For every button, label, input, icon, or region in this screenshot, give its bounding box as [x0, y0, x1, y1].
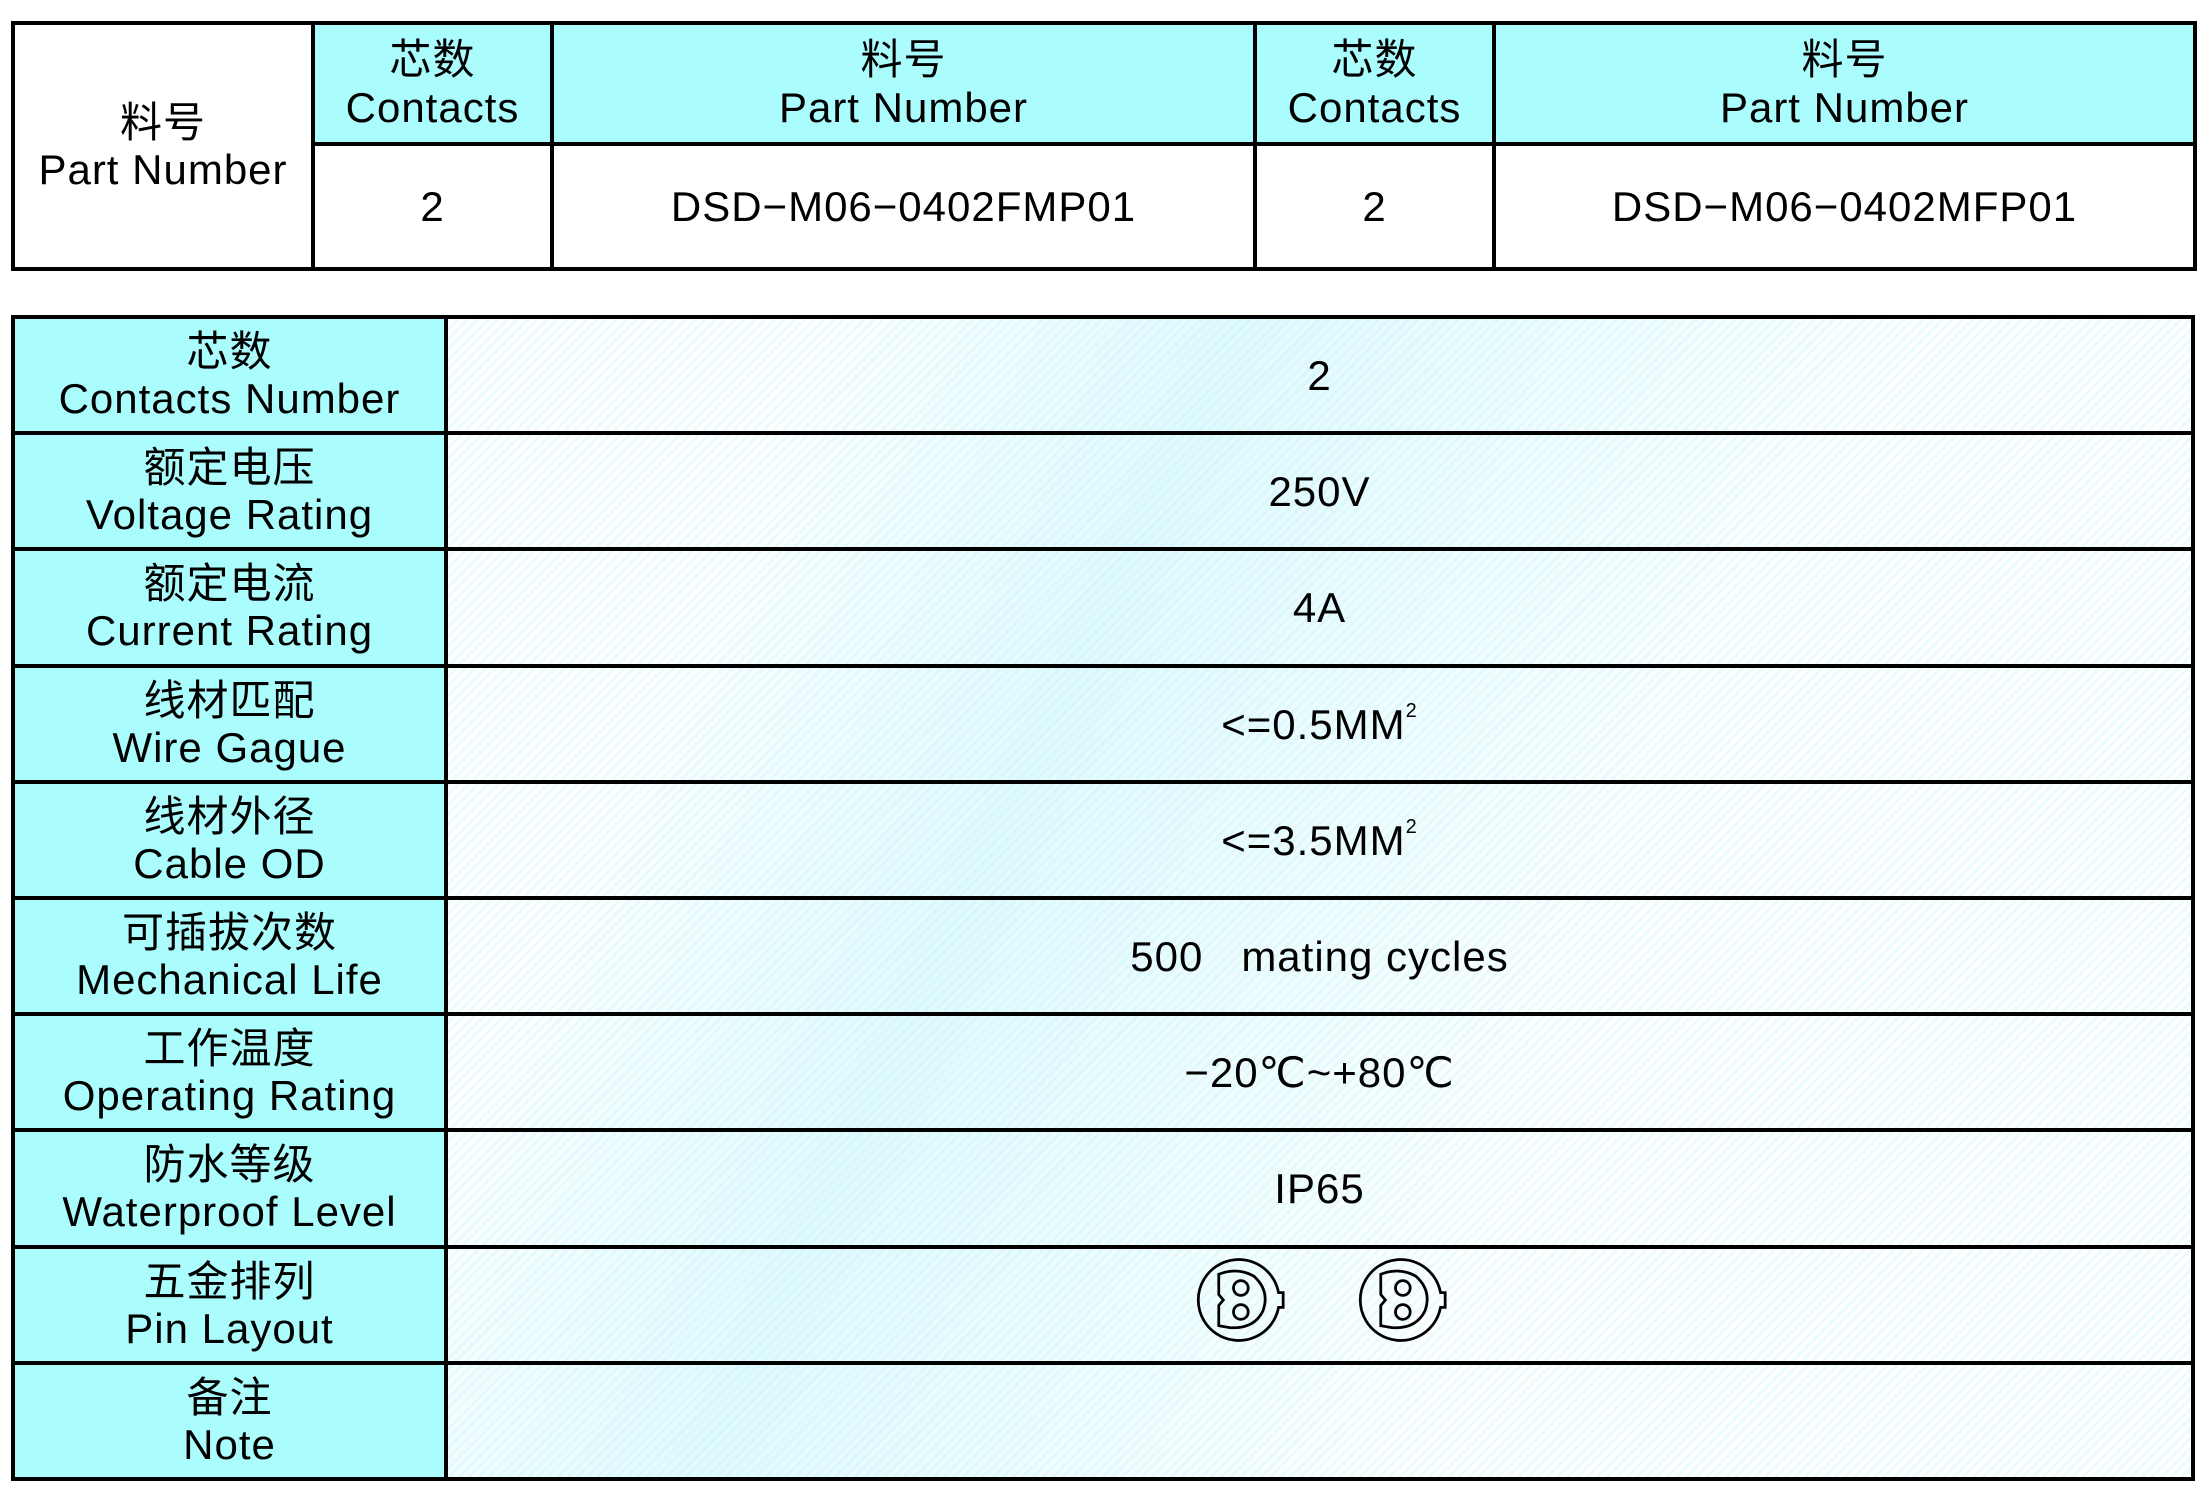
label-en: Mechanical Life: [76, 956, 383, 1004]
label-pin-layout: 五金排列 Pin Layout: [11, 1244, 448, 1365]
label-en: Voltage Rating: [85, 491, 374, 539]
part-number-value: DSD−M06−0402FMP01: [550, 142, 1257, 271]
label-en: Contacts Number: [58, 375, 401, 423]
value-text: 500 mating cycles: [1130, 932, 1509, 980]
label-en: Current Rating: [85, 607, 374, 655]
superscript: 2: [1405, 815, 1418, 838]
label-zh: 额定电压: [143, 444, 316, 492]
label-operating-rating: 工作温度 Operating Rating: [11, 1012, 448, 1133]
value-text: 4A: [1292, 583, 1347, 631]
spec-row: 五金排列 Pin Layout: [11, 1244, 2195, 1365]
value-wire-gague: <=0.5MM2: [444, 663, 2195, 784]
value-cable-od: <=3.5MM2: [444, 779, 2195, 900]
value-text: −20℃~+80℃: [1184, 1048, 1455, 1096]
label-zh: 可插拔次数: [121, 909, 337, 956]
spec-row: 备注 Note: [11, 1360, 2195, 1482]
pin-layout-2pin-icon: [1355, 1254, 1447, 1355]
value-mechanical-life: 500 mating cycles: [444, 895, 2195, 1017]
spec-row: 线材外径 Cable OD <=3.5MM2: [11, 779, 2195, 900]
value-waterproof-level: IP65: [444, 1128, 2195, 1249]
value-note: [444, 1360, 2195, 1482]
value-current-rating: 4A: [444, 547, 2195, 668]
spec-row: 线材匹配 Wire Gague <=0.5MM2: [11, 663, 2195, 784]
label-contacts-number: 芯数 Contacts Number: [11, 314, 448, 436]
spec-row: 可插拔次数 Mechanical Life 500 mating cycles: [11, 895, 2195, 1017]
spec-table: 芯数 Contacts Number 2 额定电压 Voltage Rating 250V…: [11, 314, 2195, 1482]
label-zh: 备注: [186, 1373, 273, 1421]
label-wire-gague: 线材匹配 Wire Gague: [11, 663, 448, 784]
part-number-header: 料号 Part Number: [1492, 21, 2197, 146]
label-zh: 五金排列: [143, 1257, 316, 1305]
spec-row: 防水等级 Waterproof Level IP65: [11, 1128, 2195, 1249]
value-operating-rating: −20℃~+80℃: [444, 1012, 2195, 1133]
part-number-value: DSD−M06−0402MFP01: [1492, 142, 2197, 271]
label-en: Note: [183, 1420, 276, 1468]
value-voltage-rating: 250V: [444, 431, 2195, 552]
label-zh: 线材匹配: [143, 676, 316, 724]
value-pin-layout: [444, 1244, 2195, 1365]
value-text: IP65: [1274, 1164, 1365, 1212]
part-number-table: 料号 Part Number 芯数 Contacts 料号 Part Number 芯…: [11, 21, 2197, 271]
contacts-header: 芯数 Contacts: [311, 21, 554, 146]
label-cable-od: 线材外径 Cable OD: [11, 779, 448, 900]
label-en: Waterproof Level: [62, 1188, 397, 1236]
value-text: 2: [1307, 351, 1332, 399]
label-en: Wire Gague: [112, 723, 347, 771]
label-note: 备注 Note: [11, 1360, 448, 1482]
value-text: 250V: [1268, 467, 1371, 515]
spec-row: 芯数 Contacts Number 2: [11, 314, 2195, 436]
label-zh: 防水等级: [143, 1141, 316, 1189]
contacts-value: 2: [311, 142, 554, 271]
spec-row: 工作温度 Operating Rating −20℃~+80℃: [11, 1012, 2195, 1133]
label-mechanical-life: 可插拔次数 Mechanical Life: [11, 895, 448, 1017]
spec-row: 额定电压 Voltage Rating 250V: [11, 431, 2195, 552]
pin-layout-2pin-icon: [1193, 1254, 1285, 1355]
value-text: <=0.5MM: [1221, 700, 1406, 748]
label-waterproof-level: 防水等级 Waterproof Level: [11, 1128, 448, 1249]
superscript: 2: [1405, 699, 1418, 722]
label-zh: 工作温度: [143, 1025, 316, 1073]
label-zh: 芯数: [186, 328, 273, 376]
part-number-row-header: 料号 Part Number: [11, 21, 315, 271]
label-en: Cable OD: [133, 839, 326, 887]
label-zh: 线材外径: [143, 792, 316, 840]
value-text: <=3.5MM: [1221, 816, 1406, 864]
contacts-header: 芯数 Contacts: [1253, 21, 1496, 146]
label-voltage-rating: 额定电压 Voltage Rating: [11, 431, 448, 552]
label-zh: 额定电流: [143, 560, 316, 608]
contacts-value: 2: [1253, 142, 1496, 271]
label-en: Pin Layout: [125, 1304, 334, 1352]
part-number-header: 料号 Part Number: [550, 21, 1257, 146]
value-contacts-number: 2: [444, 314, 2195, 436]
spec-row: 额定电流 Current Rating 4A: [11, 547, 2195, 668]
label-en: Operating Rating: [62, 1072, 397, 1120]
label-current-rating: 额定电流 Current Rating: [11, 547, 448, 668]
